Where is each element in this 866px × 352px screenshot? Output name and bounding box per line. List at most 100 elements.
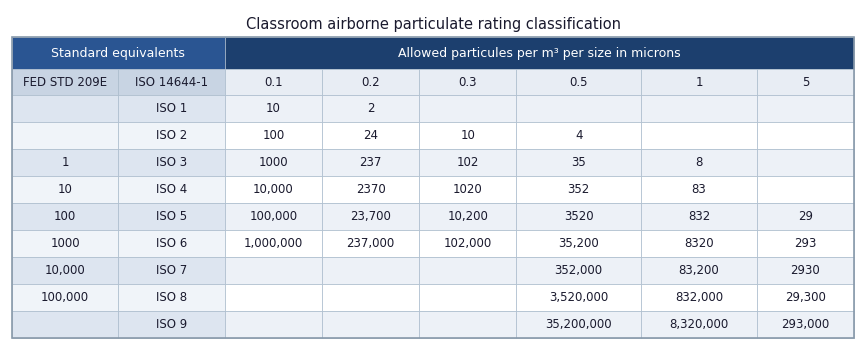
Bar: [516, 230, 641, 257]
Bar: [419, 149, 516, 176]
Bar: [322, 69, 419, 95]
Bar: [641, 311, 757, 338]
Text: 3,520,000: 3,520,000: [549, 291, 608, 304]
Bar: [322, 257, 419, 284]
Bar: [322, 203, 419, 230]
Bar: [757, 149, 854, 176]
Text: 2370: 2370: [356, 183, 385, 196]
Text: 237: 237: [359, 156, 382, 169]
Text: ISO 3: ISO 3: [156, 156, 187, 169]
Text: 352,000: 352,000: [554, 264, 603, 277]
Bar: [516, 95, 641, 122]
Text: ISO 7: ISO 7: [156, 264, 187, 277]
Bar: [757, 122, 854, 149]
Bar: [12, 311, 119, 338]
Text: 832,000: 832,000: [675, 291, 723, 304]
Text: 35: 35: [572, 156, 586, 169]
Bar: [119, 203, 225, 230]
Bar: [12, 284, 119, 311]
Bar: [757, 284, 854, 311]
Bar: [119, 69, 225, 95]
Bar: [12, 37, 854, 338]
Text: 29,300: 29,300: [785, 291, 826, 304]
Bar: [641, 149, 757, 176]
Bar: [322, 311, 419, 338]
Bar: [322, 95, 419, 122]
Bar: [419, 203, 516, 230]
Text: 0.1: 0.1: [264, 75, 282, 88]
Bar: [516, 176, 641, 203]
Text: 100,000: 100,000: [249, 210, 297, 223]
Text: 83,200: 83,200: [679, 264, 720, 277]
Bar: [419, 257, 516, 284]
Bar: [757, 69, 854, 95]
Text: 23,700: 23,700: [350, 210, 391, 223]
Bar: [225, 203, 322, 230]
Bar: [12, 203, 119, 230]
Text: 35,200: 35,200: [559, 237, 599, 250]
Bar: [516, 122, 641, 149]
Text: ISO 9: ISO 9: [156, 318, 187, 331]
Text: 2930: 2930: [791, 264, 820, 277]
Bar: [225, 69, 322, 95]
Bar: [419, 69, 516, 95]
Text: 100: 100: [262, 129, 285, 142]
Text: 102,000: 102,000: [443, 237, 492, 250]
Text: 1000: 1000: [50, 237, 80, 250]
Bar: [119, 230, 225, 257]
Text: ISO 6: ISO 6: [156, 237, 187, 250]
Bar: [516, 257, 641, 284]
Text: 83: 83: [692, 183, 707, 196]
Text: 102: 102: [456, 156, 479, 169]
Text: 8: 8: [695, 156, 702, 169]
Text: 237,000: 237,000: [346, 237, 395, 250]
Bar: [225, 257, 322, 284]
Bar: [12, 230, 119, 257]
Text: 1: 1: [61, 156, 69, 169]
Text: FED STD 209E: FED STD 209E: [23, 75, 107, 88]
Bar: [225, 230, 322, 257]
Bar: [757, 176, 854, 203]
Bar: [516, 311, 641, 338]
Text: 1,000,000: 1,000,000: [243, 237, 303, 250]
Text: 2: 2: [367, 102, 374, 115]
Bar: [12, 176, 119, 203]
Bar: [641, 176, 757, 203]
Text: 100,000: 100,000: [42, 291, 89, 304]
Text: 35,200,000: 35,200,000: [546, 318, 612, 331]
Bar: [225, 311, 322, 338]
Text: 24: 24: [363, 129, 378, 142]
Text: 1: 1: [695, 75, 703, 88]
Bar: [322, 284, 419, 311]
Bar: [419, 311, 516, 338]
Text: 100: 100: [54, 210, 76, 223]
Text: 1000: 1000: [259, 156, 288, 169]
Bar: [757, 203, 854, 230]
Bar: [419, 284, 516, 311]
Bar: [119, 122, 225, 149]
Bar: [12, 37, 225, 69]
Bar: [516, 203, 641, 230]
Bar: [225, 95, 322, 122]
Text: ISO 5: ISO 5: [156, 210, 187, 223]
Text: ISO 2: ISO 2: [156, 129, 187, 142]
Bar: [419, 176, 516, 203]
Bar: [641, 122, 757, 149]
Bar: [119, 95, 225, 122]
Bar: [757, 230, 854, 257]
Text: ISO 4: ISO 4: [156, 183, 187, 196]
Bar: [322, 230, 419, 257]
Bar: [12, 122, 119, 149]
Text: 10,200: 10,200: [447, 210, 488, 223]
Bar: [516, 284, 641, 311]
Bar: [757, 95, 854, 122]
Bar: [225, 149, 322, 176]
Bar: [12, 149, 119, 176]
Text: 8,320,000: 8,320,000: [669, 318, 728, 331]
Bar: [419, 230, 516, 257]
Bar: [641, 69, 757, 95]
Bar: [119, 149, 225, 176]
Bar: [322, 122, 419, 149]
Text: ISO 8: ISO 8: [156, 291, 187, 304]
Text: 293: 293: [794, 237, 817, 250]
